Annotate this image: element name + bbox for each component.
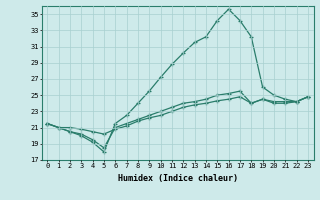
X-axis label: Humidex (Indice chaleur): Humidex (Indice chaleur) [118,174,237,183]
